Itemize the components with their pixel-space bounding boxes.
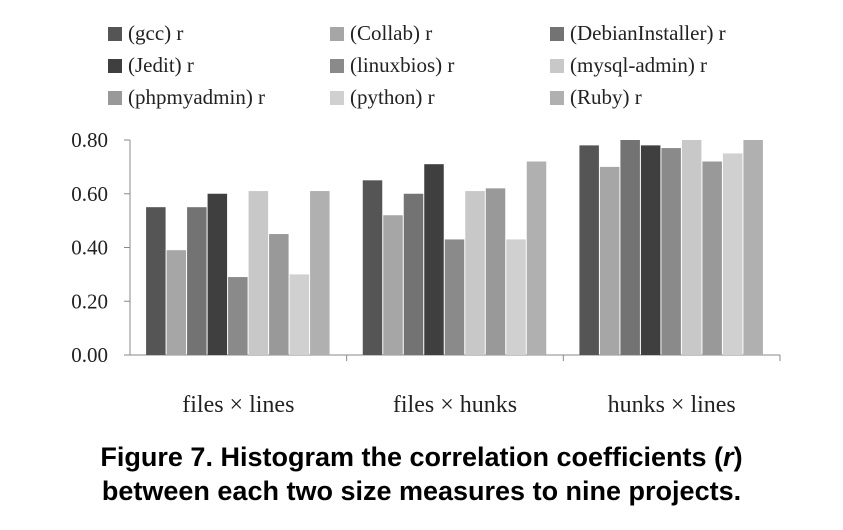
bar-chart: 0.00 0.20 0.40 0.60 0.80 files × lines files ×…: [71, 21, 781, 418]
bar: [269, 234, 289, 355]
legend-label: (gcc) r: [128, 21, 183, 45]
bar: [743, 140, 763, 355]
legend-swatch: [550, 27, 564, 41]
legend-swatch: [108, 27, 122, 41]
legend-swatch: [550, 91, 564, 105]
bar: [702, 161, 722, 355]
legend-label: (phpmyadmin) r: [128, 85, 265, 109]
y-tick-label: 0.80: [71, 128, 108, 152]
bar: [362, 180, 383, 355]
legend-label: (linuxbios) r: [350, 53, 454, 77]
bar: [248, 191, 269, 355]
figure-caption: Figure 7. Histogram the correlation coef…: [0, 440, 843, 508]
bar: [722, 153, 743, 355]
legend-swatch: [108, 59, 122, 73]
caption-line-1: Figure 7. Histogram the correlation coef…: [0, 440, 843, 474]
bar: [207, 193, 228, 355]
x-category-label: files × lines: [182, 392, 294, 418]
bar: [444, 239, 465, 355]
legend-label: (Jedit) r: [128, 53, 194, 77]
bar: [681, 140, 702, 355]
bar: [506, 239, 526, 355]
y-tick-label: 0.00: [71, 343, 108, 367]
bar: [146, 207, 166, 355]
bar: [485, 188, 506, 355]
bar: [403, 193, 424, 355]
legend-swatch: [108, 91, 122, 105]
bar: [289, 274, 310, 355]
legend-swatch: [330, 91, 344, 105]
caption-line-2: between each two size measures to nine p…: [101, 476, 742, 506]
bar: [640, 145, 661, 355]
legend-label: (DebianInstaller) r: [570, 21, 726, 45]
bar: [465, 191, 485, 355]
legend-label: (python) r: [350, 85, 435, 109]
bar: [599, 166, 620, 355]
bar: [661, 148, 681, 355]
caption-variable: r: [723, 442, 734, 472]
bar: [310, 191, 330, 355]
y-tick-label: 0.20: [71, 289, 108, 313]
bar: [187, 207, 207, 355]
legend-label: (mysql-admin) r: [570, 53, 707, 77]
chart: 0.00 0.20 0.40 0.60 0.80 files × lines files ×…: [71, 21, 781, 418]
bar: [579, 145, 599, 355]
x-category-label: hunks × lines: [608, 392, 736, 418]
legend-swatch: [330, 59, 344, 73]
legend-swatch: [330, 27, 344, 41]
bar: [620, 140, 640, 355]
y-tick-label: 0.40: [71, 236, 108, 260]
bar: [166, 250, 187, 355]
x-category-label: files × hunks: [393, 392, 517, 418]
legend-swatch: [550, 59, 564, 73]
y-tick-label: 0.60: [71, 182, 108, 206]
legend-label: (Collab) r: [350, 21, 432, 45]
bar: [424, 164, 444, 355]
legend-label: (Ruby) r: [570, 85, 642, 109]
bar: [383, 215, 403, 355]
caption-line-1-text: Figure 7. Histogram the correlation coef…: [100, 442, 724, 472]
bar: [228, 277, 248, 355]
bar: [526, 161, 547, 355]
caption-line-1-end: ): [733, 442, 743, 472]
